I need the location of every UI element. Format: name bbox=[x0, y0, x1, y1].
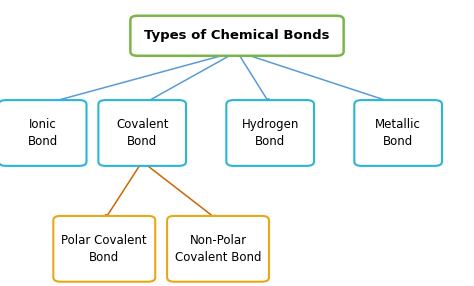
FancyBboxPatch shape bbox=[167, 216, 269, 282]
FancyBboxPatch shape bbox=[0, 100, 86, 166]
FancyBboxPatch shape bbox=[354, 100, 442, 166]
FancyBboxPatch shape bbox=[53, 216, 155, 282]
Text: Ionic
Bond: Ionic Bond bbox=[27, 118, 58, 148]
Text: Hydrogen
Bond: Hydrogen Bond bbox=[241, 118, 299, 148]
Text: Polar Covalent
Bond: Polar Covalent Bond bbox=[62, 234, 147, 264]
Text: Covalent
Bond: Covalent Bond bbox=[116, 118, 168, 148]
Text: Metallic
Bond: Metallic Bond bbox=[375, 118, 421, 148]
Text: Non-Polar
Covalent Bond: Non-Polar Covalent Bond bbox=[175, 234, 261, 264]
FancyBboxPatch shape bbox=[130, 16, 344, 56]
FancyBboxPatch shape bbox=[98, 100, 186, 166]
Text: Types of Chemical Bonds: Types of Chemical Bonds bbox=[144, 29, 330, 42]
FancyBboxPatch shape bbox=[226, 100, 314, 166]
